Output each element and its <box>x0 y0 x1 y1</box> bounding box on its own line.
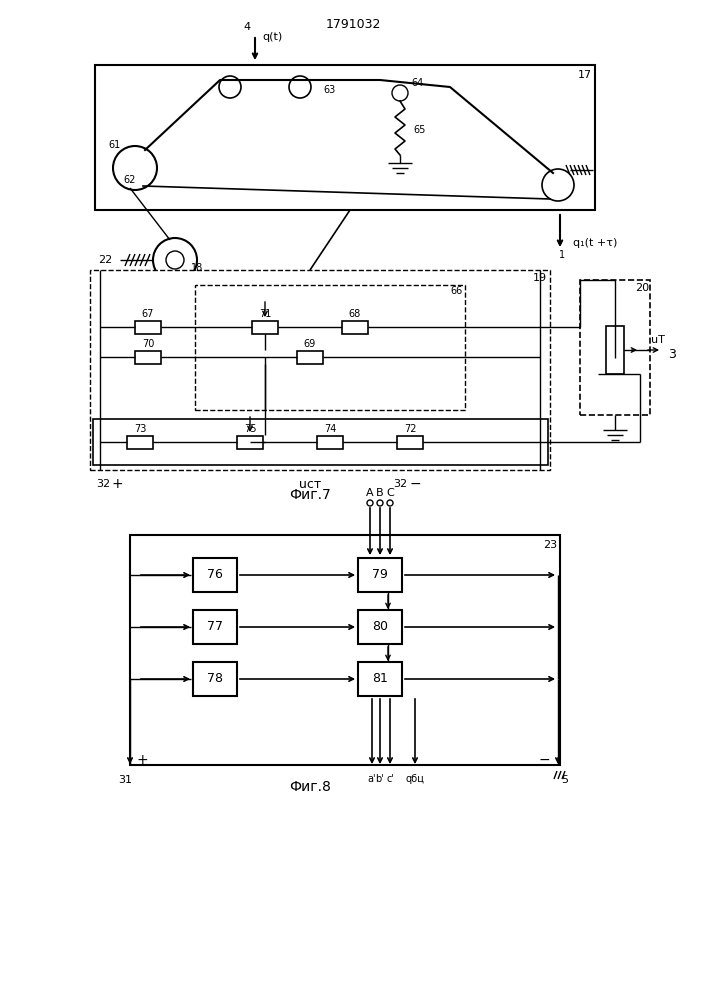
Text: 74: 74 <box>324 424 337 434</box>
Text: 17: 17 <box>578 70 592 80</box>
Text: 18: 18 <box>191 263 203 273</box>
Text: 75: 75 <box>244 424 256 434</box>
Bar <box>127 436 153 448</box>
Bar <box>130 535 560 765</box>
Text: 65: 65 <box>414 125 426 135</box>
Bar <box>397 436 423 448</box>
Text: 81: 81 <box>372 672 388 686</box>
Text: −: − <box>409 477 421 491</box>
Text: b': b' <box>375 774 385 784</box>
Bar <box>135 320 161 334</box>
Text: 31: 31 <box>118 775 132 785</box>
Text: B: B <box>376 488 384 498</box>
Bar <box>358 662 402 696</box>
Text: 61: 61 <box>109 140 121 150</box>
Text: uТ: uТ <box>651 335 665 345</box>
Text: q₁(t +τ): q₁(t +τ) <box>573 238 617 248</box>
Text: 67: 67 <box>142 309 154 319</box>
Circle shape <box>387 500 393 506</box>
Circle shape <box>153 238 197 282</box>
Text: 64: 64 <box>412 78 424 88</box>
Bar <box>193 610 237 644</box>
Text: A: A <box>366 488 374 498</box>
Bar <box>193 662 237 696</box>
Text: 76: 76 <box>207 568 223 582</box>
Bar <box>606 326 624 374</box>
Text: 66: 66 <box>451 286 463 296</box>
Text: +: + <box>111 477 123 491</box>
Text: 20: 20 <box>635 283 649 293</box>
Text: +: + <box>136 753 148 767</box>
Text: 78: 78 <box>207 672 223 686</box>
Text: 62: 62 <box>124 175 136 185</box>
Text: c': c' <box>386 774 394 784</box>
Text: 71: 71 <box>259 309 271 319</box>
Bar <box>135 351 161 363</box>
Text: 19: 19 <box>533 273 547 283</box>
Bar <box>342 320 368 334</box>
Text: −: − <box>538 753 550 767</box>
Circle shape <box>392 85 408 101</box>
Text: 1791032: 1791032 <box>325 18 380 31</box>
Bar <box>195 285 465 410</box>
Text: 22: 22 <box>98 255 112 265</box>
Text: 68: 68 <box>349 309 361 319</box>
Text: qбц: qбц <box>406 774 424 784</box>
Text: 70: 70 <box>142 339 154 349</box>
Text: 73: 73 <box>134 424 146 434</box>
Text: 32: 32 <box>393 479 407 489</box>
Bar <box>95 65 595 210</box>
Text: q(t): q(t) <box>263 32 283 42</box>
Circle shape <box>367 500 373 506</box>
Bar <box>93 419 548 465</box>
Text: 79: 79 <box>372 568 388 582</box>
Circle shape <box>219 76 241 98</box>
Bar <box>358 610 402 644</box>
Circle shape <box>377 500 383 506</box>
Text: Фиг.7: Фиг.7 <box>289 488 331 502</box>
Text: 63: 63 <box>324 85 336 95</box>
Circle shape <box>113 146 157 190</box>
Text: uст: uст <box>299 478 321 490</box>
Text: 32: 32 <box>96 479 110 489</box>
Bar <box>358 558 402 592</box>
Bar <box>317 436 343 448</box>
Bar <box>297 351 323 363</box>
Text: 5: 5 <box>561 775 568 785</box>
Text: C: C <box>386 488 394 498</box>
Circle shape <box>166 251 184 269</box>
Bar <box>90 270 550 470</box>
Text: 23: 23 <box>543 540 557 550</box>
Bar <box>193 558 237 592</box>
Circle shape <box>289 76 311 98</box>
Text: 69: 69 <box>304 339 316 349</box>
Bar <box>237 436 263 448</box>
Bar <box>580 280 650 415</box>
Bar <box>252 320 278 334</box>
Text: 3: 3 <box>668 348 676 360</box>
Text: 77: 77 <box>207 620 223 634</box>
Text: 80: 80 <box>372 620 388 634</box>
Text: 72: 72 <box>404 424 416 434</box>
Text: 1: 1 <box>559 250 565 260</box>
Text: 4: 4 <box>243 22 250 32</box>
Text: a': a' <box>368 774 376 784</box>
Circle shape <box>542 169 574 201</box>
Text: Фиг.8: Фиг.8 <box>289 780 331 794</box>
